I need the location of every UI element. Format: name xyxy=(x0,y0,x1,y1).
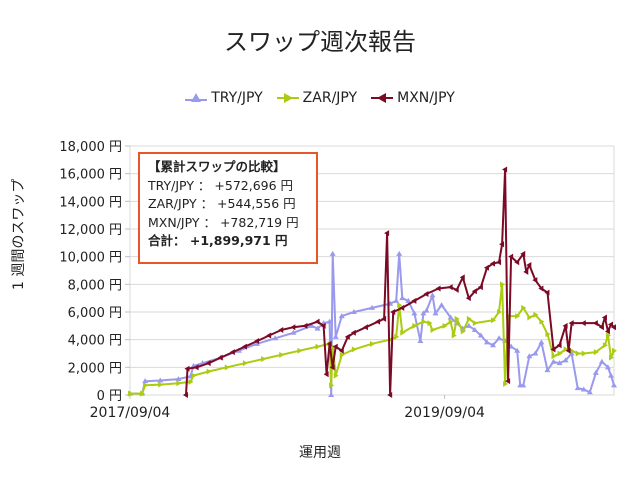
legend-label: TRY/JPY xyxy=(211,90,263,106)
y-tick-label: 10,000 円 xyxy=(59,251,122,266)
y-tick-label: 6,000 円 xyxy=(68,306,122,321)
y-tick-label: 12,000 円 xyxy=(59,223,122,238)
y-axis-title: 1 週間のスワップ xyxy=(11,178,27,290)
x-tick-label: 2017/09/04 xyxy=(90,405,171,421)
annotation-heading: 【累計スワップの比較】 xyxy=(148,159,286,174)
triangle-left-icon xyxy=(371,93,394,103)
y-tick-label: 4,000 円 xyxy=(68,334,122,349)
legend-label: MXN/JPY xyxy=(397,90,455,106)
triangle-right-icon xyxy=(276,93,299,103)
annotation-row-zar: ZAR/JPY ： +544,556 円 xyxy=(148,196,296,211)
triangle-up-icon xyxy=(185,93,208,102)
y-tick-label: 0 円 xyxy=(97,389,122,404)
x-axis-title: 運用週 xyxy=(299,445,341,461)
legend-item-mxn: MXN/JPY xyxy=(371,90,455,106)
y-tick-label: 2,000 円 xyxy=(68,361,122,376)
y-tick-label: 14,000 円 xyxy=(59,195,122,210)
chart-title: スワップ週次報告 xyxy=(224,28,416,56)
annotation-row-try: TRY/JPY ： +572,696 円 xyxy=(148,177,294,193)
y-tick-label: 8,000 円 xyxy=(68,278,122,293)
chart-legend: TRY/JPY ZAR/JPY MXN/JPY xyxy=(0,90,640,106)
legend-label: ZAR/JPY xyxy=(302,90,358,106)
series-mxn-jpy xyxy=(182,166,616,398)
cumulative-swap-annotation: 【累計スワップの比較】 TRY/JPY ： +572,696 円 ZAR/JPY… xyxy=(138,152,318,264)
series-zar-jpy xyxy=(128,281,617,397)
y-tick-label: 16,000 円 xyxy=(59,168,122,183)
annotation-row-mxn: MXN/JPY ： +782,719 円 xyxy=(148,214,299,230)
x-tick-label: 2019/09/04 xyxy=(404,405,485,421)
annotation-total: 合計： +1,899,971 円 xyxy=(148,233,288,248)
y-tick-label: 18,000 円 xyxy=(59,140,122,155)
legend-item-try: TRY/JPY xyxy=(185,90,263,106)
legend-item-zar: ZAR/JPY xyxy=(276,90,358,106)
